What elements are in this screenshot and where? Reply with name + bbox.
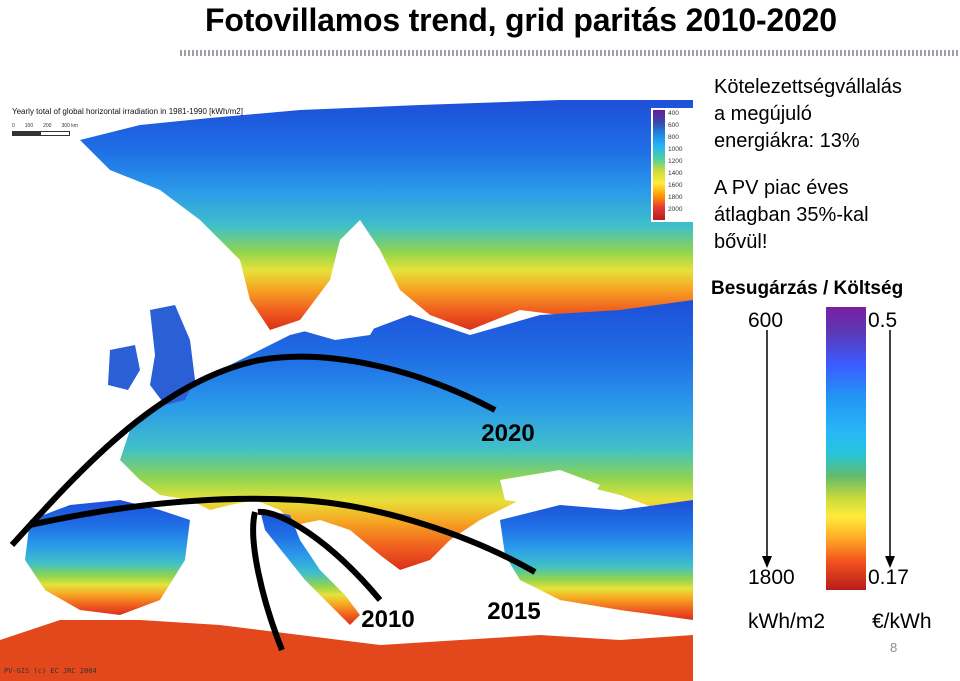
- map-legend-tick: 1200: [668, 158, 683, 165]
- year-label-2015: 2015: [487, 598, 541, 625]
- year-label-2010: 2010: [361, 606, 415, 633]
- irradiation-top-value: 600: [748, 309, 784, 332]
- irradiation-cost-gradient: [826, 307, 866, 590]
- market-line: A PV piac éves: [714, 177, 849, 199]
- irradiation-map: [0, 100, 693, 681]
- map-scalebar: 0 100 200 300 km: [12, 123, 78, 136]
- map-legend-tick: 400: [668, 110, 679, 117]
- map-legend-tick: 800: [668, 134, 679, 141]
- cost-unit: €/kWh: [872, 610, 932, 633]
- legend-heading: Besugárzás / Költség: [711, 278, 904, 299]
- map-color-legend: 400 600 800 1000 1200 1400 1600 1800 200…: [651, 108, 693, 222]
- map-legend-tick: 1000: [668, 146, 683, 153]
- market-growth-text: A PV piac éves átlagban 35%-kal bővül!: [714, 175, 869, 256]
- slide-title: Fotovillamos trend, grid paritás 2010-20…: [205, 2, 837, 38]
- cost-bottom-value: 0.17: [868, 566, 909, 589]
- map-legend-ramp: [653, 110, 665, 220]
- irradiation-unit: kWh/m2: [748, 610, 826, 633]
- map-credit: PV-GIS (c) EC JRC 2004: [4, 667, 97, 675]
- commitment-line: Kötelezettségvállalás: [714, 76, 902, 98]
- map-legend-tick: 1600: [668, 182, 683, 189]
- irradiation-bottom-value: 1800: [748, 566, 795, 589]
- market-line: átlagban 35%-kal: [714, 204, 869, 226]
- market-line: bővül!: [714, 231, 768, 253]
- map-legend-tick: 1400: [668, 170, 683, 177]
- north-africa-land: [0, 620, 693, 681]
- scale-bar: [12, 131, 70, 136]
- page-number: 8: [890, 640, 898, 655]
- scale-label: 100: [24, 123, 34, 129]
- commitment-line: energiákra: 13%: [714, 130, 860, 152]
- map-legend-tick: 1800: [668, 194, 683, 201]
- baltic-sea: [300, 290, 385, 340]
- map-legend-tick: 2000: [668, 206, 683, 213]
- scale-label: 200: [43, 123, 52, 129]
- cost-top-value: 0.5: [868, 309, 898, 332]
- anatolia-land: [500, 500, 693, 620]
- scale-label: 0: [12, 123, 15, 129]
- year-label-2020: 2020: [481, 420, 535, 447]
- title-underline: [180, 50, 960, 56]
- commitment-line: a megújuló: [714, 103, 812, 125]
- map-caption: Yearly total of global horizontal irradi…: [12, 107, 243, 116]
- commitment-text: Kötelezettségvállalás a megújuló energiá…: [714, 74, 902, 155]
- map-legend-tick: 600: [668, 122, 679, 129]
- scale-label: 300 km: [61, 123, 78, 129]
- northern-europe-land: [80, 100, 693, 330]
